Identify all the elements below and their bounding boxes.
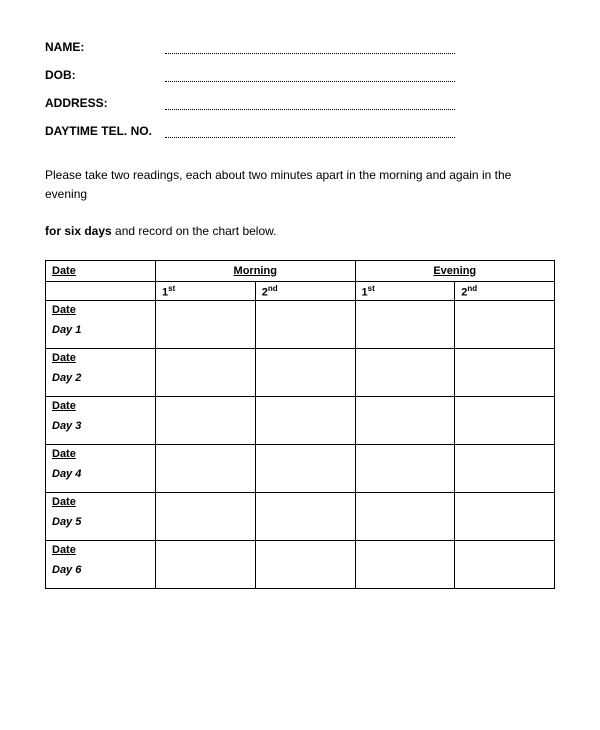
table-body: DateDay 1DateDay 2DateDay 3DateDay 4Date… <box>46 301 555 589</box>
reading-cell[interactable] <box>355 397 455 445</box>
reading-cell[interactable] <box>156 541 256 589</box>
row-day-label: Day 2 <box>52 372 149 384</box>
instructions-line1: Please take two readings, each about two… <box>45 166 555 204</box>
row-day-label: Day 4 <box>52 468 149 480</box>
field-row-dob: DOB: <box>45 68 555 82</box>
row-day-label: Day 5 <box>52 516 149 528</box>
reading-cell[interactable] <box>455 397 555 445</box>
row-date-label: Date <box>52 352 149 364</box>
table-row: Date Day 4 <box>46 445 555 493</box>
reading-cell[interactable] <box>355 301 455 349</box>
reading-cell[interactable] <box>355 541 455 589</box>
reading-cell[interactable] <box>255 445 355 493</box>
table-row: Date Day 2 <box>46 349 555 397</box>
table-row: Date Day 5 <box>46 493 555 541</box>
subheader-blank <box>46 281 156 301</box>
row-label-cell: Date Day 6 <box>46 541 156 589</box>
row-label-cell: Date Day 2 <box>46 349 156 397</box>
line-address[interactable] <box>165 98 455 110</box>
label-tel: DAYTIME TEL. NO. <box>45 124 165 138</box>
row-date-label: Date <box>52 304 149 316</box>
reading-cell[interactable] <box>455 541 555 589</box>
row-date-label: Date <box>52 544 149 556</box>
reading-cell[interactable] <box>455 493 555 541</box>
reading-cell[interactable] <box>156 445 256 493</box>
field-row-name: NAME: <box>45 40 555 54</box>
subheader-morning-2nd: 2nd <box>255 281 355 301</box>
field-row-address: ADDRESS: <box>45 96 555 110</box>
header-morning: Morning <box>156 260 356 281</box>
line-name[interactable] <box>165 42 455 54</box>
reading-cell[interactable] <box>255 493 355 541</box>
field-row-tel: DAYTIME TEL. NO. <box>45 124 555 138</box>
label-address: ADDRESS: <box>45 96 165 110</box>
reading-cell[interactable] <box>255 541 355 589</box>
table-header-row: Date Morning Evening <box>46 260 555 281</box>
row-date-label: Date <box>52 496 149 508</box>
line-dob[interactable] <box>165 70 455 82</box>
reading-cell[interactable] <box>355 493 455 541</box>
row-label-cell: Date Day 4 <box>46 445 156 493</box>
row-date-label: Date <box>52 400 149 412</box>
row-label-cell: Date Day 5 <box>46 493 156 541</box>
instructions-line2: for six days and record on the chart bel… <box>45 222 555 241</box>
subheader-evening-2nd: 2nd <box>455 281 555 301</box>
table-row: Date Day 3 <box>46 397 555 445</box>
label-dob: DOB: <box>45 68 165 82</box>
readings-table: Date Morning Evening 1st 2nd 1st 2nd Dat… <box>45 260 555 590</box>
reading-cell[interactable] <box>156 493 256 541</box>
subheader-morning-1st: 1st <box>156 281 256 301</box>
instructions-rest: and record on the chart below. <box>112 224 277 238</box>
header-evening: Evening <box>355 260 555 281</box>
reading-cell[interactable] <box>255 397 355 445</box>
reading-cell[interactable] <box>156 301 256 349</box>
row-day-label: Day 3 <box>52 420 149 432</box>
reading-cell[interactable] <box>455 349 555 397</box>
reading-cell[interactable] <box>455 445 555 493</box>
row-day-label: Day 1 <box>52 324 149 336</box>
instructions-bold: for six days <box>45 224 112 238</box>
table-subheader-row: 1st 2nd 1st 2nd <box>46 281 555 301</box>
reading-cell[interactable] <box>156 349 256 397</box>
reading-cell[interactable] <box>455 301 555 349</box>
row-day-label: Day 6 <box>52 564 149 576</box>
label-name: NAME: <box>45 40 165 54</box>
reading-cell[interactable] <box>255 301 355 349</box>
reading-cell[interactable] <box>355 349 455 397</box>
reading-cell[interactable] <box>255 349 355 397</box>
table-row: Date Day 6 <box>46 541 555 589</box>
row-label-cell: Date Day 1 <box>46 301 156 349</box>
row-date-label: Date <box>52 448 149 460</box>
reading-cell[interactable] <box>355 445 455 493</box>
line-tel[interactable] <box>165 126 455 138</box>
reading-cell[interactable] <box>156 397 256 445</box>
table-row: Date Day 1 <box>46 301 555 349</box>
header-date: Date <box>46 260 156 281</box>
row-label-cell: Date Day 3 <box>46 397 156 445</box>
subheader-evening-1st: 1st <box>355 281 455 301</box>
